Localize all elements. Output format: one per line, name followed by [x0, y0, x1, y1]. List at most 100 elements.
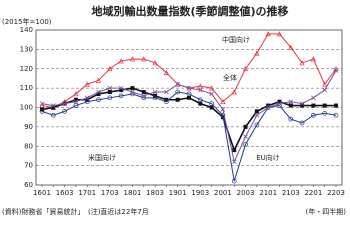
- point: [107, 95, 113, 101]
- point: [242, 65, 249, 72]
- point: [333, 112, 339, 118]
- x-tick-label: 1903: [191, 189, 209, 197]
- point: [333, 68, 339, 73]
- point: [232, 148, 237, 153]
- point: [334, 103, 338, 108]
- point: [73, 91, 79, 97]
- point: [163, 69, 169, 75]
- series-label: 米国向け: [88, 153, 116, 162]
- point: [243, 124, 248, 129]
- point: [152, 89, 158, 95]
- y-tick-label: 100: [20, 104, 33, 112]
- x-tick-label: 1803: [146, 189, 164, 197]
- chart-title: 地域別輸出数量指数(季節調整値)の推移: [91, 4, 288, 18]
- y-tick-label: 120: [20, 65, 33, 73]
- point: [51, 105, 56, 110]
- point: [288, 116, 294, 122]
- point: [220, 98, 226, 105]
- x-tick-label: 1603: [56, 189, 74, 197]
- point: [231, 159, 237, 165]
- point: [62, 109, 67, 114]
- point: [243, 134, 248, 139]
- point: [243, 141, 248, 147]
- point: [141, 90, 146, 94]
- point: [164, 99, 169, 105]
- point: [118, 93, 124, 99]
- point: [152, 60, 158, 66]
- point: [254, 50, 260, 56]
- point: [62, 101, 67, 106]
- point: [254, 109, 259, 114]
- point: [96, 89, 101, 95]
- point: [73, 103, 79, 108]
- point: [265, 31, 271, 37]
- point: [299, 101, 305, 106]
- y-tick-label: 70: [24, 162, 33, 170]
- point: [119, 88, 124, 93]
- point: [209, 101, 214, 106]
- point: [39, 109, 45, 114]
- point: [220, 107, 226, 112]
- point: [322, 110, 328, 116]
- y-unit: (2015年=100): [2, 17, 52, 26]
- point: [187, 95, 191, 100]
- point: [129, 56, 136, 62]
- point: [141, 93, 147, 99]
- chart: 地域別輸出数量指数(季節調整値)の推移 (2015年=100) (資料)財務省「…: [2, 4, 347, 216]
- y-tick-label: 90: [24, 123, 33, 131]
- x-tick-label: 2201: [304, 189, 322, 197]
- point: [130, 89, 135, 95]
- y-tick-label: 80: [24, 142, 33, 150]
- point: [39, 101, 45, 106]
- point: [288, 99, 294, 104]
- point: [186, 85, 192, 91]
- x-tick-label: 2101: [259, 189, 277, 197]
- point: [311, 112, 316, 118]
- source-note: (資料)財務省「貿易統計」 (注)直近は22年7月: [2, 207, 149, 216]
- point: [231, 89, 237, 95]
- point: [152, 95, 158, 101]
- point: [322, 81, 328, 87]
- series-label: 全体: [223, 73, 237, 82]
- point: [175, 89, 181, 95]
- point: [209, 105, 214, 110]
- point: [254, 122, 260, 128]
- point: [96, 91, 101, 96]
- point: [209, 91, 214, 97]
- point: [322, 103, 327, 108]
- point: [118, 85, 124, 91]
- point: [198, 101, 203, 106]
- series-label: EU向け: [256, 153, 280, 162]
- x-tick-label: 2103: [282, 189, 300, 197]
- point: [311, 103, 316, 108]
- point: [299, 60, 305, 66]
- point: [197, 83, 203, 89]
- point: [231, 178, 237, 184]
- point: [84, 95, 90, 101]
- series-line: [41, 91, 337, 182]
- point: [107, 65, 113, 72]
- point: [95, 77, 102, 83]
- point: [220, 112, 226, 118]
- y-tick-label: 130: [20, 45, 33, 53]
- point: [322, 87, 327, 93]
- point: [118, 58, 124, 64]
- point: [141, 56, 147, 62]
- point: [299, 120, 305, 126]
- x-tick-label: 1703: [101, 189, 119, 197]
- point: [175, 97, 180, 102]
- point: [265, 105, 271, 110]
- point: [107, 90, 112, 94]
- point: [311, 95, 316, 101]
- point: [84, 99, 90, 105]
- point: [198, 87, 203, 93]
- point: [107, 85, 113, 91]
- point: [164, 89, 169, 95]
- x-tick-label: 2001: [214, 189, 232, 197]
- x-tick-label: 1901: [169, 189, 187, 197]
- x-tick-label: 1601: [33, 189, 51, 197]
- x-tick-label: 1701: [78, 189, 96, 197]
- point: [288, 103, 293, 108]
- x-tick-label: 2003: [237, 189, 255, 197]
- x-unit: (年・四半期): [306, 207, 347, 216]
